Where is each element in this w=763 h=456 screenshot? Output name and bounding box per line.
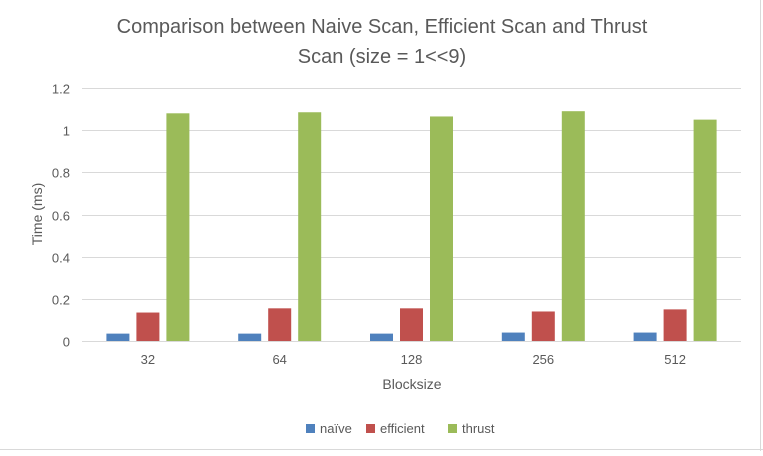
- y-tick-label: 0: [63, 335, 70, 350]
- bar-nave-128: [370, 333, 393, 341]
- x-axis-label: Blocksize: [382, 376, 441, 392]
- chart-title-line-2: Scan (size = 1<<9): [298, 46, 466, 68]
- x-tick-label: 32: [141, 352, 155, 367]
- bar-nave-256: [501, 332, 525, 341]
- bar-nave-512: [633, 332, 657, 341]
- legend-label: naïve: [320, 421, 352, 436]
- legend: naïve efficient thrust: [306, 421, 495, 436]
- bar-thrust-128: [430, 116, 453, 342]
- chart-title-line-1: Comparison between Naive Scan, Efficient…: [117, 16, 648, 38]
- bar-efficient-512: [663, 309, 687, 341]
- y-tick-label: 0.8: [52, 166, 70, 181]
- x-tick-label: 512: [664, 352, 686, 367]
- x-tick-label: 64: [272, 352, 286, 367]
- y-tick-label: 1.2: [52, 82, 70, 97]
- bar-thrust-64: [298, 112, 322, 341]
- x-tick-label: 256: [532, 352, 554, 367]
- legend-label: thrust: [462, 421, 495, 436]
- bar-efficient-32: [136, 312, 160, 341]
- bar-thrust-32: [166, 113, 190, 341]
- bar-thrust-512: [693, 119, 717, 341]
- y-axis-label: Time (ms): [29, 183, 45, 245]
- x-tick-label: 128: [401, 352, 423, 367]
- y-tick-label: 0.2: [52, 293, 70, 308]
- bar-efficient-128: [400, 308, 423, 341]
- x-axis-ticks: 32 64 128 256 512: [141, 352, 686, 367]
- legend-swatch: [366, 424, 375, 433]
- bar-nave-64: [238, 333, 262, 341]
- bar-efficient-64: [268, 308, 292, 341]
- y-tick-label: 0.4: [52, 251, 70, 266]
- bar-efficient-256: [531, 311, 555, 341]
- bar-thrust-256: [561, 111, 585, 341]
- y-tick-label: 0.6: [52, 209, 70, 224]
- y-axis-ticks: 0 0.2 0.4 0.6 0.8 1 1.2: [52, 82, 70, 350]
- legend-label: efficient: [380, 421, 425, 436]
- bars: [106, 111, 717, 342]
- legend-swatch: [448, 424, 457, 433]
- legend-swatch: [306, 424, 315, 433]
- bar-nave-32: [106, 333, 130, 341]
- y-tick-label: 1: [63, 124, 70, 139]
- gridlines: [82, 88, 741, 342]
